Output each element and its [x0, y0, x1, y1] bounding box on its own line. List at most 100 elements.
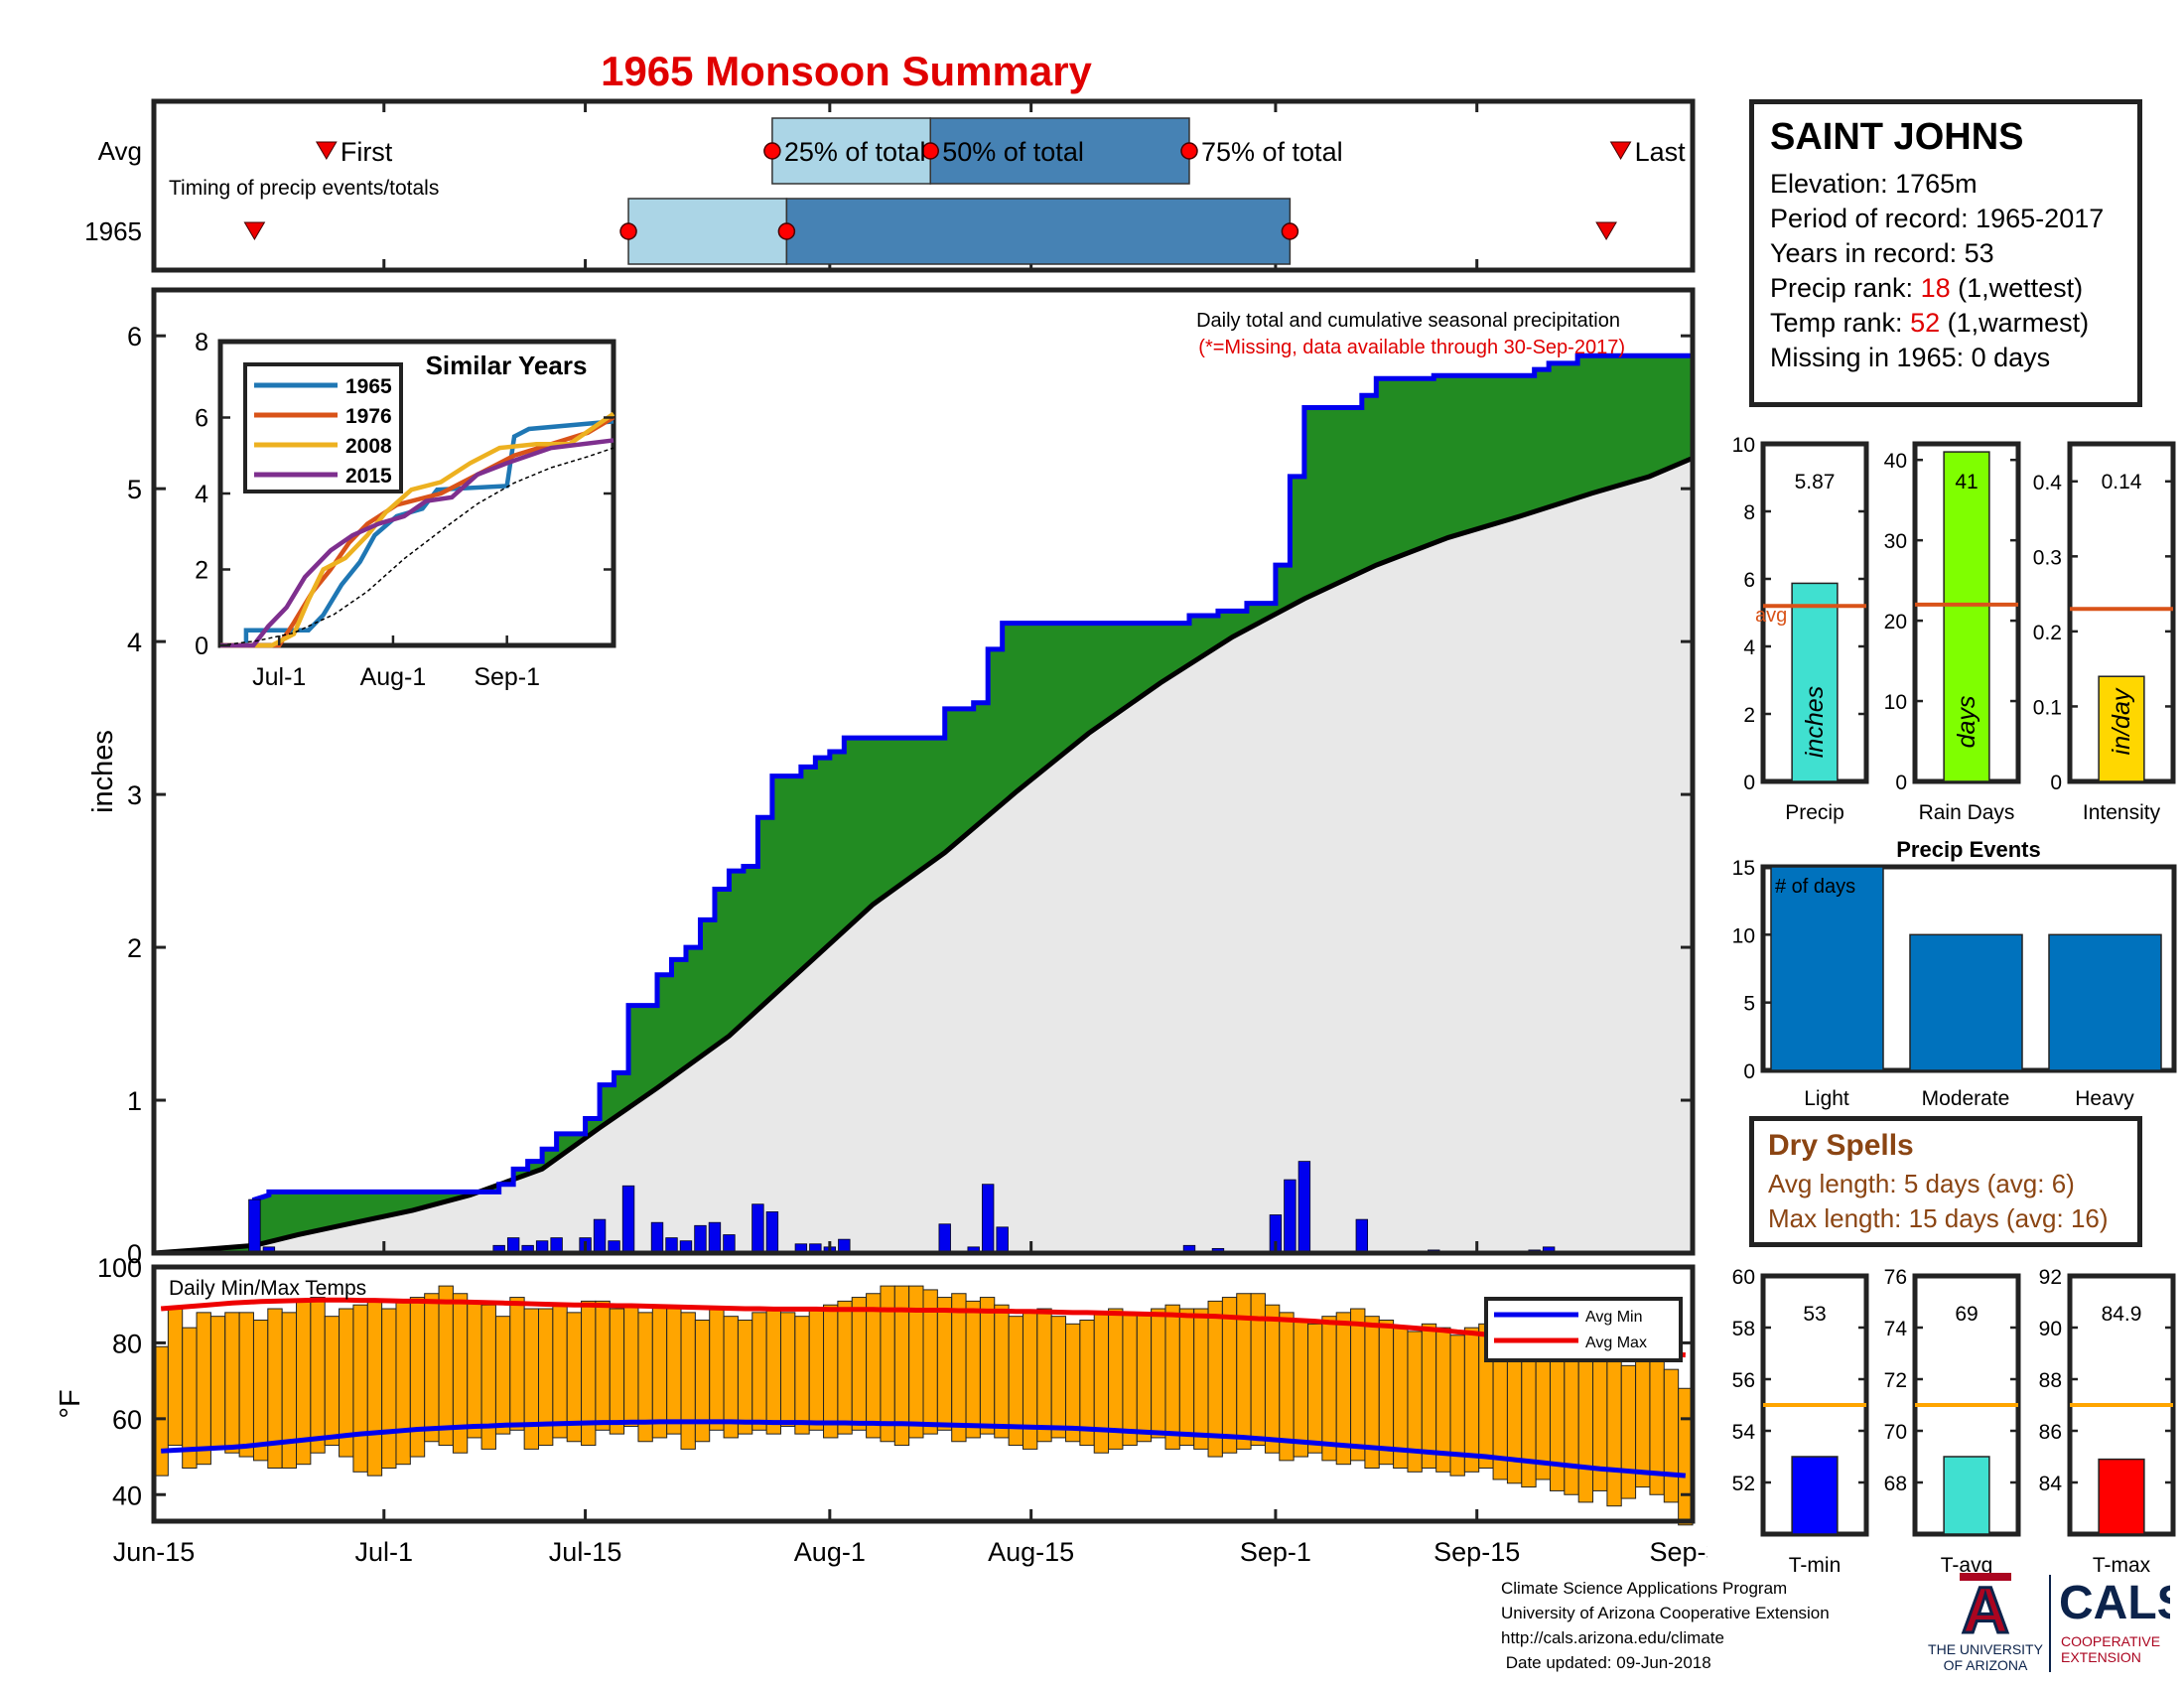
- timing-percentile-marker: [1180, 142, 1198, 160]
- summary-bar-t-avg: [1943, 1456, 1990, 1535]
- similar-y-tick-label: 6: [195, 405, 208, 433]
- summary-bar-t-min: [1791, 1456, 1839, 1535]
- summary-avg-label: avg: [1755, 605, 1787, 627]
- temp-day-bar: [281, 1312, 298, 1470]
- similar-y-tick-label: 4: [195, 481, 208, 508]
- temp-day-bar: [709, 1308, 725, 1431]
- temp-day-bar: [167, 1308, 184, 1447]
- precip-events-y-tick-label: 0: [1743, 1060, 1755, 1083]
- summary-y-tick-label: 0.2: [2033, 622, 2062, 644]
- timing-row-label: 1965: [84, 216, 142, 246]
- precip-events-y-tick-label: 15: [1732, 857, 1755, 880]
- date-axis-label: Jul-15: [549, 1537, 622, 1567]
- precip-events-bar-light: [1770, 866, 1884, 1071]
- precip-y-tick-label: 0: [127, 1239, 142, 1269]
- missing-value: 0 days: [1971, 343, 2051, 372]
- date-axis-label: Aug-1: [794, 1537, 866, 1567]
- missing-line: Missing in 1965: 0 days: [1770, 343, 2051, 372]
- timing-percentile-marker: [921, 142, 939, 160]
- temp-day-bar: [979, 1297, 996, 1435]
- summary-y-tick-label: 8: [1743, 501, 1755, 524]
- cals-wordmark: CALS: [2059, 1577, 2170, 1629]
- temp-day-bar: [737, 1319, 753, 1435]
- temp-day-bar: [1350, 1308, 1366, 1462]
- station-name: SAINT JOHNS: [1770, 116, 2024, 158]
- summary-unit: in/day: [2108, 687, 2135, 755]
- timing-triangle-marker: [315, 141, 338, 160]
- temp-y-tick-label: 80: [112, 1329, 142, 1358]
- temp-day-bar: [224, 1312, 240, 1454]
- precip-events-y-tick-label: 10: [1732, 924, 1755, 947]
- temp-day-bar: [1193, 1308, 1209, 1450]
- precip-events-bar-moderate: [1909, 933, 2023, 1071]
- elevation-line: Elevation: 1765m: [1770, 169, 1978, 199]
- temp-day-bar: [366, 1300, 383, 1477]
- temp-day-bar: [409, 1297, 426, 1458]
- precip-cumulative-line: [154, 352, 1693, 1256]
- temp-day-bar: [1293, 1319, 1309, 1458]
- summary-y-tick-label: 58: [1732, 1318, 1755, 1340]
- temp-day-bar: [494, 1316, 511, 1435]
- temp-day-bar: [523, 1308, 539, 1450]
- temp-day-bar: [595, 1300, 611, 1431]
- timing-label-last: Last: [1635, 137, 1687, 167]
- date-axis-label: Jul-1: [355, 1537, 414, 1567]
- temp-day-bar: [438, 1285, 454, 1447]
- date-axis-label: Aug-15: [988, 1537, 1074, 1567]
- temp-day-bar: [1307, 1323, 1323, 1454]
- temp-day-bar: [666, 1308, 682, 1435]
- footer-credits: Climate Science Applications Program Uni…: [1501, 1576, 1830, 1675]
- summary-y-tick-label: 10: [1884, 691, 1907, 714]
- temp-avg-max-line: [160, 1297, 1686, 1358]
- ua-cals-logo: A THE UNIVERSITY OF ARIZONA CALS COOPERA…: [1928, 1572, 2170, 1674]
- temp-day-bar: [837, 1300, 853, 1435]
- summary-y-tick-label: 0.1: [2033, 696, 2062, 719]
- precip-events-ylabel: # of days: [1775, 876, 1855, 898]
- timing-percentile-marker: [1281, 222, 1299, 240]
- temp-day-bar: [1264, 1304, 1281, 1454]
- precip-y-tick-label: 6: [127, 322, 142, 352]
- similar-years-title: Similar Years: [426, 351, 588, 380]
- temp-legend-max-label: Avg Max: [1585, 1335, 1647, 1351]
- temp-day-bar: [467, 1300, 482, 1439]
- precip-chart-title: Daily total and cumulative seasonal prec…: [1196, 310, 1620, 332]
- timing-percentile-marker: [619, 222, 637, 240]
- summary-y-tick-label: 90: [2039, 1318, 2062, 1340]
- temp-day-bar: [808, 1308, 825, 1431]
- summary-y-tick-label: 4: [1743, 636, 1755, 659]
- timing-label-50: 50% of total: [942, 137, 1084, 167]
- page-title: 1965 Monsoon Summary: [601, 48, 1092, 94]
- ua-a-mark: A: [1962, 1573, 2009, 1646]
- footer-date: Date updated: 09-Jun-2018: [1501, 1653, 1711, 1672]
- temp-day-bar: [651, 1304, 668, 1439]
- dry-spells-max: Max length: 15 days (avg: 16): [1768, 1203, 2109, 1233]
- precip-events-bar-heavy: [2048, 933, 2162, 1071]
- temp-day-bar: [1178, 1308, 1195, 1447]
- temp-day-bar: [1620, 1364, 1637, 1499]
- similar-years-line-2008: [220, 411, 615, 648]
- temp-day-bar: [1050, 1316, 1067, 1439]
- summary-y-tick-label: 88: [2039, 1369, 2062, 1392]
- dry-spells-box: Dry Spells Avg length: 5 days (avg: 6) M…: [1749, 1116, 2142, 1247]
- similar-years-line-2015: [220, 438, 614, 648]
- temp-day-bar: [866, 1293, 882, 1439]
- temp-day-bar: [1065, 1323, 1081, 1443]
- summary-y-tick-label: 0.3: [2033, 546, 2062, 569]
- precip-events-category: Heavy: [2075, 1087, 2134, 1110]
- summary-bar-rain-days: [1943, 451, 1990, 782]
- precip-y-tick-label: 1: [127, 1086, 142, 1116]
- timing-triangle-marker: [243, 221, 266, 240]
- summary-y-tick-label: 10: [1732, 434, 1755, 457]
- temp-rank-line: Temp rank: 52 (1,warmest): [1770, 308, 2090, 338]
- temp-day-bar: [751, 1312, 767, 1431]
- date-axis-label: Sep-1: [1240, 1537, 1311, 1567]
- similar-legend-label-1976: 1976: [345, 405, 392, 428]
- temp-day-bar: [1151, 1308, 1166, 1439]
- period-value: 1965-2017: [1976, 204, 2105, 233]
- precip-avg-area: [154, 458, 1693, 1253]
- summary-y-tick-label: 56: [1732, 1369, 1755, 1392]
- precip-rank-line: Precip rank: 18 (1,wettest): [1770, 273, 2084, 303]
- summary-y-tick-label: 0.4: [2033, 472, 2063, 494]
- temp-day-bar: [1221, 1297, 1238, 1454]
- summary-bar-t-max: [2098, 1458, 2145, 1535]
